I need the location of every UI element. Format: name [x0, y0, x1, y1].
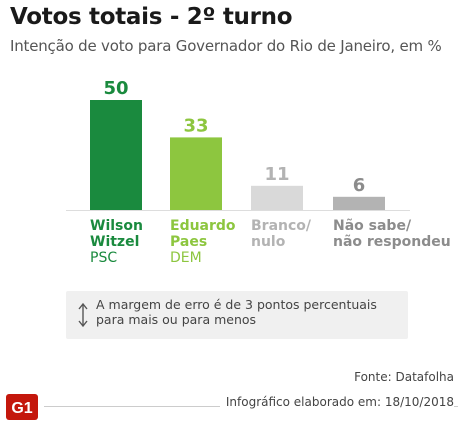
bar-value-label-0: 50 [103, 78, 128, 99]
bar-value-label-1: 33 [183, 115, 208, 136]
category-name-2: Branco/ nulo [251, 218, 312, 250]
margin-of-error-note: A margem de erro é de 3 pontos percentua… [66, 291, 408, 339]
credit-text: Infográfico elaborado em: 18/10/2018 [219, 395, 454, 409]
category-name-1: Eduardo Paes [170, 218, 236, 250]
chart-title: Votos totais - 2º turno [10, 4, 293, 30]
bar-value-label-3: 6 [353, 175, 366, 196]
g1-logo: G1 [6, 394, 38, 420]
bar-1 [170, 137, 222, 210]
svg-text:G1: G1 [11, 400, 32, 417]
arrow-up-down-icon [78, 302, 88, 328]
bar-2 [251, 185, 303, 210]
bar-3 [333, 196, 385, 210]
category-party-0: PSC [90, 250, 118, 266]
category-name-3: Não sabe/ não respondeu [333, 218, 451, 250]
category-name-0: Wilson Witzel [90, 218, 143, 250]
bar-value-label-2: 11 [264, 164, 289, 185]
source-text: Fonte: Datafolha [354, 370, 454, 384]
category-party-1: DEM [170, 250, 202, 266]
bar-0 [90, 100, 142, 210]
bar-chart: 50 33 11 6 [66, 78, 410, 211]
chart-subtitle: Intenção de voto para Governador do Rio … [10, 37, 442, 55]
margin-of-error-text: A margem de erro é de 3 pontos percentua… [96, 297, 377, 327]
